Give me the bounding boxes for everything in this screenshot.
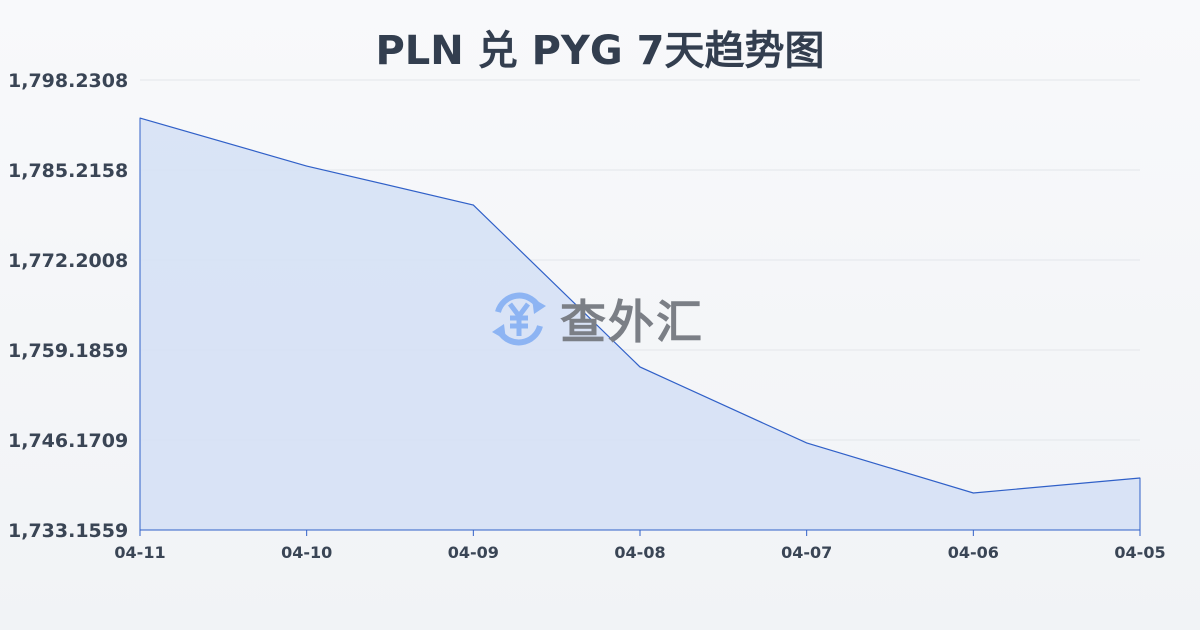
y-tick-label: 1,772.2008 (8, 250, 128, 272)
y-tick-label: 1,798.2308 (8, 70, 128, 92)
data-point (139, 117, 141, 119)
y-tick-label: 1,759.1859 (8, 340, 128, 362)
data-point (639, 366, 641, 368)
y-tick-label: 1,785.2158 (8, 160, 128, 182)
x-tick-label: 04-11 (114, 543, 165, 562)
y-tick-label: 1,733.1559 (8, 520, 128, 542)
x-tick-label: 04-06 (948, 543, 999, 562)
x-tick-label: 04-10 (281, 543, 332, 562)
data-point (972, 492, 974, 494)
chart-title: PLN 兑 PYG 7天趋势图 (375, 28, 825, 74)
y-tick-label: 1,746.1709 (8, 430, 128, 452)
data-point (306, 165, 308, 167)
x-tick-label: 04-07 (781, 543, 832, 562)
x-tick-label: 04-09 (448, 543, 499, 562)
watermark: 查外汇 (488, 286, 704, 352)
x-tick-label: 04-08 (614, 543, 665, 562)
area-fill (140, 118, 1140, 530)
yen-exchange-icon (492, 292, 546, 346)
data-point (806, 442, 808, 444)
x-tick-label: 04-05 (1114, 543, 1165, 562)
data-point (472, 204, 474, 206)
watermark-text: 查外汇 (560, 295, 704, 349)
data-point (1139, 477, 1141, 479)
